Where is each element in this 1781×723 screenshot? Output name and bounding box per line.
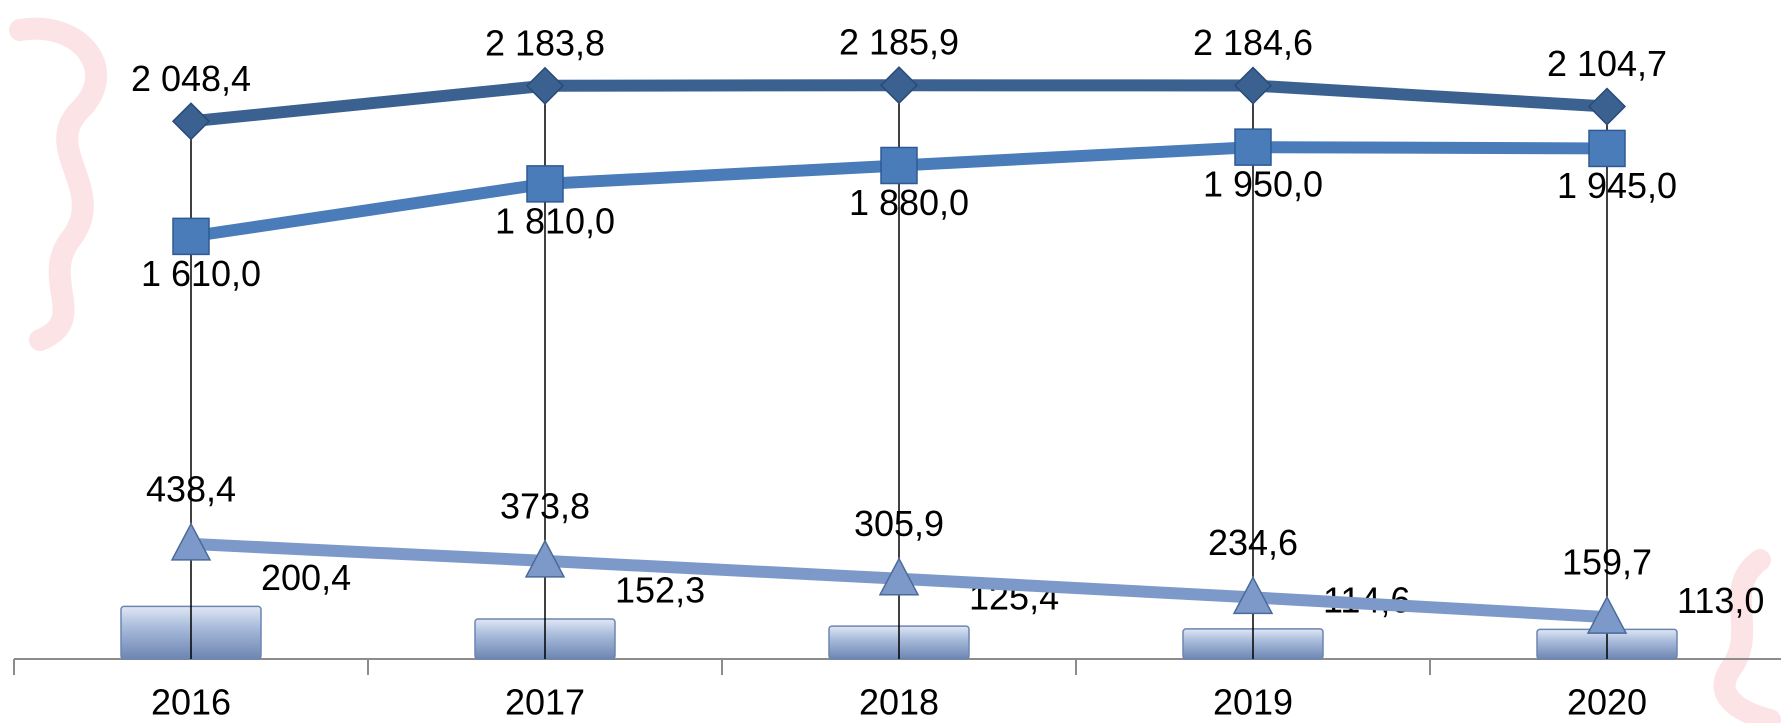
data-label: 159,7 <box>1562 542 1652 583</box>
data-label: 2 104,7 <box>1547 43 1667 84</box>
marker <box>1234 128 1272 166</box>
data-label: 1 610,0 <box>141 253 261 294</box>
data-label: 2 184,6 <box>1193 22 1313 63</box>
data-label: 1 945,0 <box>1557 165 1677 206</box>
data-label: 373,8 <box>500 485 590 526</box>
data-label: 1 880,0 <box>849 182 969 223</box>
marker <box>1586 595 1628 634</box>
data-label: 234,6 <box>1208 522 1298 563</box>
data-label: 2 183,8 <box>485 22 605 63</box>
marker <box>1588 129 1626 168</box>
marker <box>172 217 210 256</box>
marker <box>170 522 212 561</box>
data-label: 305,9 <box>854 503 944 544</box>
data-label: 1 950,0 <box>1203 164 1323 205</box>
data-label: 438,4 <box>146 468 236 509</box>
marker <box>878 557 920 596</box>
decoration <box>9 17 1781 723</box>
marker <box>1587 87 1627 126</box>
marker <box>880 146 918 185</box>
data-label: 152,3 <box>615 570 705 611</box>
x-tick-label: 2016 <box>151 682 231 723</box>
marker <box>526 165 564 203</box>
data-label: 1 810,0 <box>495 200 615 241</box>
marker <box>524 539 566 578</box>
marker <box>171 102 211 141</box>
data-label: 2 048,4 <box>131 58 251 99</box>
x-tick-label: 2018 <box>859 682 939 723</box>
x-tick-label: 2020 <box>1567 682 1647 723</box>
marker <box>879 66 919 105</box>
data-label: 113,0 <box>1677 580 1764 621</box>
x-tick-label: 2019 <box>1213 682 1293 723</box>
data-label: 2 185,9 <box>839 22 959 63</box>
x-tick-label: 2017 <box>505 682 585 723</box>
data-label: 200,4 <box>261 557 351 598</box>
marker <box>525 66 565 105</box>
marker <box>1232 575 1274 615</box>
marker <box>1233 66 1273 105</box>
